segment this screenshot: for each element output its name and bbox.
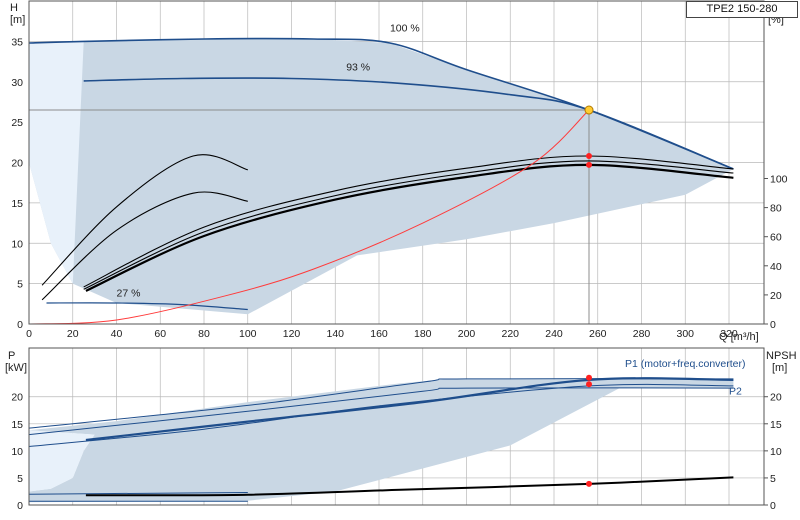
head-axis-name: H <box>10 2 18 14</box>
bottom-curve-label-0: P1 (motor+freq.converter) <box>625 358 746 370</box>
top-tick-labels: 0 20 40 60 80 100 120 140 160 180 200 220 240 260 280 3… <box>11 36 787 340</box>
top-series-efficiency-4 <box>83 160 734 290</box>
bottom-series-power-1 <box>28 387 734 436</box>
top-x-tick-80: 80 <box>198 328 210 340</box>
top-series-pump-2 <box>46 302 248 311</box>
bottom-series-power-3 <box>28 383 734 447</box>
power-envelope-area <box>29 379 734 503</box>
bottom-series-power-main-2 <box>85 377 734 442</box>
top-x-tick-200: 200 <box>458 328 476 340</box>
top-y-tick-10: 10 <box>11 238 23 250</box>
bottom-marker-point-2 <box>586 480 592 487</box>
top-curve-label-0: 100 % <box>390 23 420 35</box>
power-npsh-panel: 0 0 5 5 10 10 15 15 20 20 P1 (motor+freq.converte… <box>5 347 797 512</box>
top-y2-tick-40: 40 <box>770 261 782 273</box>
top-x-tick-60: 60 <box>154 328 166 340</box>
top-x-tick-240: 240 <box>545 328 563 340</box>
power-axis-unit: [kW] <box>5 362 27 374</box>
top-x-tick-260: 260 <box>589 328 607 340</box>
bottom-marker-point-1 <box>586 381 592 388</box>
top-y2-tick-80: 80 <box>770 203 782 215</box>
bottom-y-tick-5: 5 <box>17 473 23 485</box>
top-x-tick-120: 120 <box>283 328 301 340</box>
top-curve-label-2: 27 % <box>117 288 141 300</box>
head-axis-unit: [m] <box>10 14 25 26</box>
duty-point-marker <box>584 105 594 115</box>
top-plot-frame <box>28 0 765 325</box>
top-x-tick-180: 180 <box>414 328 432 340</box>
bottom-y2-tick-0: 0 <box>770 500 776 512</box>
top-marker-point-0 <box>586 153 592 160</box>
operating-envelope-area <box>29 39 734 315</box>
top-series-efficiency-7 <box>41 191 248 301</box>
top-series-system-8 <box>28 109 590 325</box>
bottom-y-tick-0: 0 <box>17 500 23 512</box>
bottom-tick-labels: 0 0 5 5 10 10 15 15 20 20 <box>11 392 782 512</box>
bottom-series-group <box>28 374 734 502</box>
bottom-y2-tick-5: 5 <box>770 473 776 485</box>
bottom-y-tick-15: 15 <box>11 419 23 431</box>
top-y-tick-35: 35 <box>11 36 23 48</box>
top-y2-tick-0: 0 <box>770 319 776 331</box>
power-axis-name: P <box>8 350 15 362</box>
top-x-tick-320: 320 <box>720 328 738 340</box>
bottom-plot-frame <box>28 347 765 506</box>
bottom-y-tick-20: 20 <box>11 392 23 404</box>
top-y-tick-25: 25 <box>11 117 23 129</box>
top-x-tick-280: 280 <box>633 328 651 340</box>
top-x-tick-40: 40 <box>111 328 123 340</box>
top-y-tick-30: 30 <box>11 77 23 89</box>
head-efficiency-panel: 0 20 40 60 80 100 120 140 160 180 200 220 240 260 280 3… <box>10 0 788 343</box>
top-curve-label-1: 93 % <box>346 61 370 73</box>
top-y2-tick-20: 20 <box>770 290 782 302</box>
low-flow-envelope-area <box>29 41 84 284</box>
bottom-series-power-0 <box>28 378 734 429</box>
top-y-tick-5: 5 <box>17 279 23 291</box>
top-annotations: 100 % 93 % 27 % <box>117 23 420 300</box>
top-series-group <box>28 37 734 325</box>
top-series-pump-1 <box>83 77 734 170</box>
top-x-tick-0: 0 <box>26 328 32 340</box>
bottom-annotations: P1 (motor+freq.converter) P2 <box>625 358 746 398</box>
top-y-tick-20: 20 <box>11 158 23 170</box>
pump-model-label: TPE2 150-280 <box>686 1 798 18</box>
top-x-tick-140: 140 <box>326 328 344 340</box>
top-y-tick-15: 15 <box>11 198 23 210</box>
bottom-y2-tick-15: 15 <box>770 419 782 431</box>
top-y2-tick-100: 100 <box>770 174 788 186</box>
bottom-series-power-4 <box>28 492 248 495</box>
top-x-tick-100: 100 <box>239 328 257 340</box>
top-series-efficiency-3 <box>83 155 734 288</box>
top-x-tick-300: 300 <box>676 328 694 340</box>
power-low-flow-area <box>29 430 95 492</box>
bottom-curve-label-1: P2 <box>729 386 742 398</box>
bottom-y2-tick-20: 20 <box>770 392 782 404</box>
bottom-y-tick-10: 10 <box>11 446 23 458</box>
top-series-efficiency-main-5 <box>85 163 734 292</box>
npsh-axis-name: NPSH <box>766 350 797 362</box>
top-series-efficiency-6 <box>41 154 248 286</box>
bottom-y2-tick-10: 10 <box>770 446 782 458</box>
top-x-tick-220: 220 <box>501 328 519 340</box>
top-x-tick-160: 160 <box>370 328 388 340</box>
npsh-axis-unit: [m] <box>772 362 787 374</box>
top-y2-tick-60: 60 <box>770 232 782 244</box>
top-x-tick-20: 20 <box>67 328 79 340</box>
top-marker-point-1 <box>586 161 592 168</box>
bottom-marker-point-0 <box>586 374 592 381</box>
top-y-tick-0: 0 <box>17 319 23 331</box>
bottom-series-npsh-6 <box>85 476 734 497</box>
flow-axis-label: Q [m³/h] <box>719 331 759 343</box>
